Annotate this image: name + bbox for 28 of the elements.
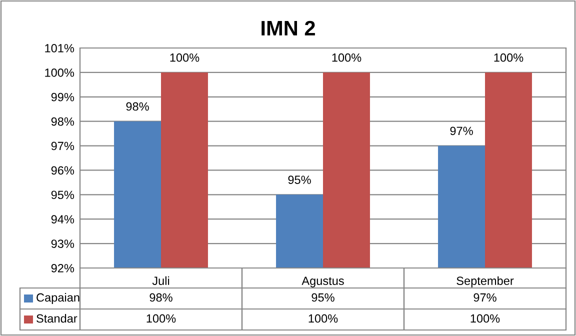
legend-label: Standar <box>36 314 78 323</box>
x-tick-label: September <box>456 276 514 288</box>
y-tick-label: 92% <box>51 264 74 272</box>
text: 98% <box>126 102 149 111</box>
chart-title: IMN 2 <box>262 20 315 36</box>
y-tick-label: 98% <box>51 117 74 126</box>
x-tick-label: Agustus <box>302 276 344 288</box>
text: 95% <box>288 176 311 184</box>
text: 100% <box>332 53 362 62</box>
y-tick-label: 100% <box>45 68 74 77</box>
text: 97% <box>450 126 473 136</box>
data-label: 97% <box>474 293 496 302</box>
data-label: 95% <box>312 293 334 302</box>
y-tick-label: 96% <box>51 166 74 175</box>
y-tick-label: 101% <box>45 44 74 52</box>
legend-label: Capaian <box>36 292 80 304</box>
text: 100% <box>170 53 200 62</box>
data-label: 100% <box>308 314 338 323</box>
y-tick-label: 95% <box>51 190 74 200</box>
y-tick-label: 99% <box>51 92 74 102</box>
y-tick-label: 97% <box>51 142 74 150</box>
y-tick-label: 94% <box>51 215 74 224</box>
y-tick-label: 93% <box>51 240 74 248</box>
data-label: 98% <box>150 293 172 302</box>
x-tick-label: Juli <box>152 276 170 286</box>
data-label: 100% <box>470 314 500 323</box>
text: 100% <box>494 53 524 62</box>
data-label: 100% <box>146 314 176 323</box>
